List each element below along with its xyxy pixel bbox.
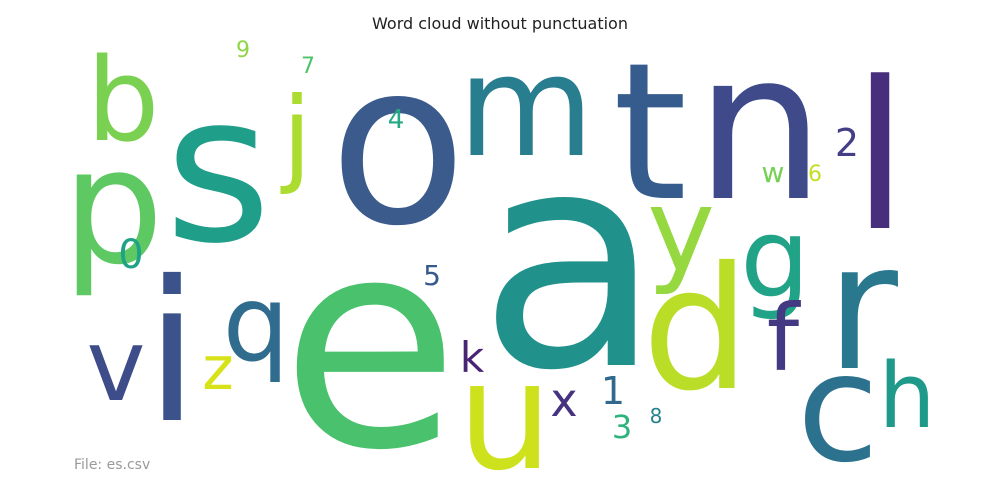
word-f: f (767, 285, 802, 392)
word-r: r (826, 207, 898, 410)
word-2: 2 (835, 121, 859, 165)
word-n: n (695, 9, 825, 247)
word-e: e (281, 177, 459, 500)
word-0: 0 (118, 232, 143, 278)
word-p: p (62, 113, 164, 300)
word-c: c (797, 322, 879, 496)
word-7: 7 (301, 54, 315, 79)
word-1: 1 (601, 369, 625, 413)
word-j: j (280, 75, 311, 197)
word-o: o (329, 14, 467, 276)
word-b: b (87, 34, 160, 168)
word-u: u (457, 330, 552, 500)
word-v: v (86, 307, 145, 424)
word-a: a (478, 87, 662, 436)
word-z: z (202, 334, 234, 404)
word-5: 5 (423, 259, 441, 292)
word-s: s (165, 51, 272, 289)
word-y: y (647, 164, 715, 298)
word-3: 3 (612, 408, 632, 446)
word-q: q (223, 263, 290, 385)
word-x: x (550, 373, 577, 427)
word-k: k (460, 333, 485, 382)
word-8: 8 (650, 404, 663, 428)
word-6: 6 (808, 162, 822, 187)
word-i: i (145, 239, 199, 466)
word-4: 4 (388, 105, 405, 135)
file-label: File: es.csv (74, 457, 151, 473)
word-t: t (613, 22, 688, 243)
word-d: d (642, 231, 750, 429)
word-m: m (458, 26, 594, 189)
word-l: l (852, 39, 909, 277)
chart-title: Word cloud without punctuation (372, 14, 628, 33)
word-9: 9 (236, 38, 250, 63)
word-w: w (762, 156, 785, 189)
word-h: h (878, 344, 935, 449)
word-g: g (740, 194, 810, 322)
